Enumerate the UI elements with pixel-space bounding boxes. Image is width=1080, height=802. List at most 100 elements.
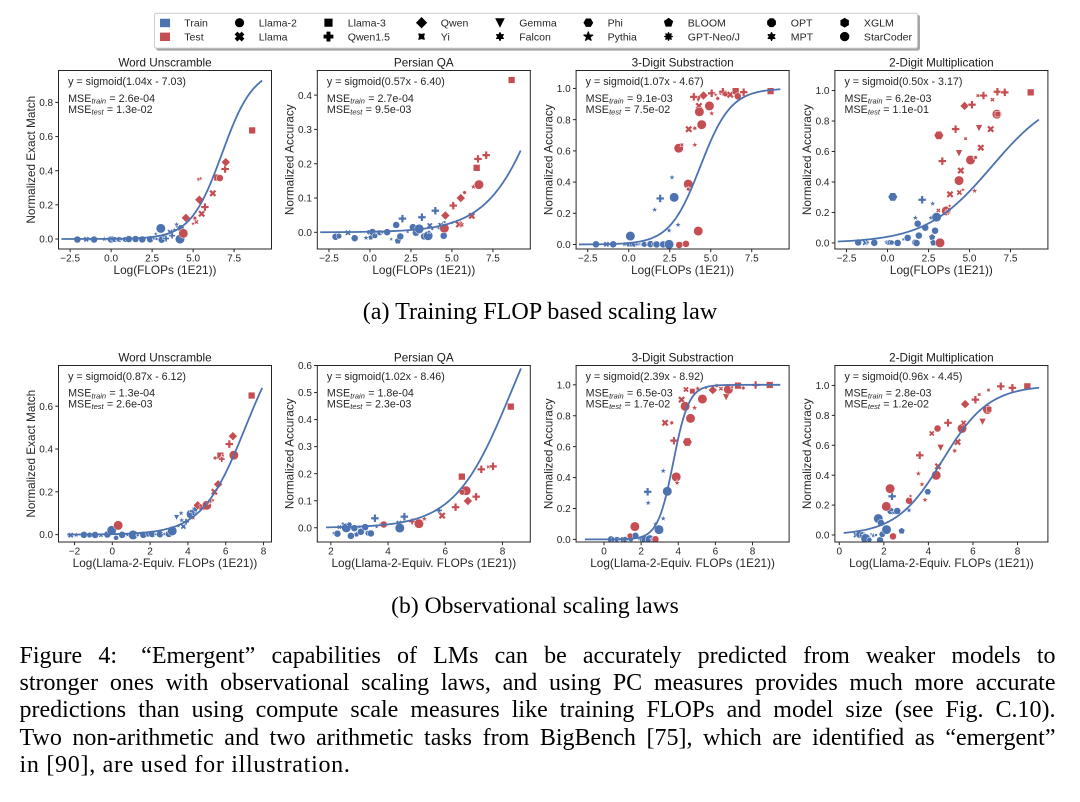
svg-text:4: 4 (675, 547, 681, 558)
svg-text:M S E: M S E = 6 . 5 e - 0 3 t r a i n (586, 384, 677, 403)
svg-text:2.5: 2.5 (922, 254, 936, 265)
svg-text:Log(FLOPs (1E21)): Log(FLOPs (1E21)) (631, 263, 734, 277)
svg-text:Normalized Exact Match: Normalized Exact Match (24, 96, 38, 224)
svg-text:8: 8 (500, 547, 506, 558)
svg-text:8: 8 (261, 547, 267, 558)
svg-text:6: 6 (442, 547, 448, 558)
svg-text:0.0: 0.0 (298, 228, 312, 239)
svg-text:1.0: 1.0 (557, 380, 571, 391)
svg-text:Falcon: Falcon (519, 31, 551, 43)
svg-text:8: 8 (750, 547, 756, 558)
svg-text:0.4: 0.4 (39, 166, 53, 177)
svg-text:5.0: 5.0 (186, 254, 200, 265)
svg-text:Train: Train (184, 18, 208, 30)
svg-text:M S E: M S E = 2 . 7 e - 0 4 t r a i n (327, 89, 418, 108)
svg-text:0.1: 0.1 (298, 194, 312, 205)
svg-text:0: 0 (110, 547, 116, 558)
svg-text:0.0: 0.0 (816, 239, 830, 250)
svg-text:Normalized Accuracy: Normalized Accuracy (541, 104, 555, 215)
svg-text:Persian QA: Persian QA (394, 57, 454, 70)
svg-text:Qwen: Qwen (441, 18, 469, 30)
svg-text:7.5: 7.5 (745, 254, 759, 265)
svg-text:Phi: Phi (608, 18, 623, 30)
svg-text:Log(Llama-2-Equiv. FLOPs (1E21: Log(Llama-2-Equiv. FLOPs (1E21)) (331, 556, 516, 570)
svg-text:−2.5: −2.5 (60, 254, 80, 265)
svg-text:0: 0 (837, 547, 843, 558)
svg-text:2: 2 (147, 547, 153, 558)
svg-text:Test: Test (184, 31, 203, 43)
svg-text:Word Unscramble: Word Unscramble (118, 352, 211, 365)
svg-text:y = sigmoid(0.50x - 3.17): y = sigmoid(0.50x - 3.17) (844, 76, 962, 88)
svg-text:−2.5: −2.5 (319, 254, 339, 265)
svg-text:M S E: M S E = 6 . 2 e - 0 3 t r a i n (844, 89, 935, 108)
svg-text:y = sigmoid(1.07x - 4.67): y = sigmoid(1.07x - 4.67) (586, 76, 704, 88)
svg-text:5.0: 5.0 (445, 254, 459, 265)
svg-text:0.0: 0.0 (881, 254, 895, 265)
svg-text:y = sigmoid(1.04x - 7.03): y = sigmoid(1.04x - 7.03) (68, 76, 186, 88)
svg-text:0.6: 0.6 (39, 402, 53, 413)
svg-text:y = sigmoid(2.39x - 8.92): y = sigmoid(2.39x - 8.92) (586, 371, 704, 383)
svg-text:OPT: OPT (791, 18, 813, 30)
svg-text:0.0: 0.0 (104, 254, 118, 265)
svg-text:StarCoder: StarCoder (864, 31, 913, 43)
svg-text:M S E: M S E = 1 . 2 e - 0 2 t e s t (844, 394, 933, 413)
svg-text:Persian QA: Persian QA (394, 352, 454, 365)
svg-text:1.0: 1.0 (816, 86, 830, 97)
svg-text:0: 0 (601, 547, 607, 558)
svg-text:0.2: 0.2 (39, 487, 53, 498)
svg-text:M S E: M S E = 2 . 6 e - 0 4 t r a i n (68, 89, 159, 108)
svg-text:M S E: M S E = 1 . 7 e - 0 2 t e s t (586, 394, 675, 413)
svg-text:2: 2 (328, 547, 334, 558)
svg-text:7.5: 7.5 (486, 254, 500, 265)
svg-text:0.6: 0.6 (39, 132, 53, 143)
svg-text:M S E: M S E = 1 . 3 e - 0 4 t r a i n (68, 384, 159, 403)
svg-text:2.5: 2.5 (663, 254, 677, 265)
svg-text:0.0: 0.0 (816, 531, 830, 542)
svg-text:5.0: 5.0 (704, 254, 718, 265)
svg-text:0.3: 0.3 (298, 442, 312, 453)
svg-text:0.8: 0.8 (816, 117, 830, 128)
svg-text:0.2: 0.2 (557, 504, 571, 515)
svg-text:0.6: 0.6 (557, 442, 571, 453)
svg-text:M S E: M S E = 2 . 6 e - 0 3 t e s t (68, 394, 157, 413)
svg-text:Log(Llama-2-Equiv. FLOPs (1E21: Log(Llama-2-Equiv. FLOPs (1E21)) (849, 556, 1034, 570)
svg-text:GPT-Neo/J: GPT-Neo/J (688, 31, 740, 43)
svg-text:0.8: 0.8 (39, 98, 53, 109)
svg-text:2: 2 (881, 547, 887, 558)
svg-text:0.0: 0.0 (39, 235, 53, 246)
svg-text:Normalized Accuracy: Normalized Accuracy (800, 398, 814, 509)
svg-text:M S E: M S E = 1 . 3 e - 0 2 t e s t (68, 100, 157, 119)
svg-text:1.0: 1.0 (816, 381, 830, 392)
svg-text:0.0: 0.0 (363, 254, 377, 265)
svg-text:3-Digit Substraction: 3-Digit Substraction (632, 352, 734, 365)
svg-text:−2: −2 (69, 547, 81, 558)
svg-text:2.5: 2.5 (145, 254, 159, 265)
svg-text:0.2: 0.2 (298, 159, 312, 170)
svg-text:0.1: 0.1 (298, 496, 312, 507)
svg-text:−2.5: −2.5 (578, 254, 598, 265)
svg-text:2-Digit Multiplication: 2-Digit Multiplication (889, 352, 994, 365)
svg-text:Log(Llama-2-Equiv. FLOPs (1E21: Log(Llama-2-Equiv. FLOPs (1E21)) (73, 556, 258, 570)
svg-text:0.8: 0.8 (816, 411, 830, 422)
svg-text:0.5: 0.5 (298, 388, 312, 399)
svg-text:Llama-2: Llama-2 (259, 18, 297, 30)
svg-text:6: 6 (713, 547, 719, 558)
svg-text:Normalized Exact Match: Normalized Exact Match (24, 390, 38, 518)
svg-text:7.5: 7.5 (227, 254, 241, 265)
svg-text:M S E: M S E = 2 . 3 e - 0 3 t e s t (327, 394, 416, 413)
svg-text:0.4: 0.4 (557, 178, 571, 189)
svg-text:8: 8 (1015, 547, 1021, 558)
svg-text:0.8: 0.8 (557, 115, 571, 126)
svg-text:y = sigmoid(0.87x - 6.12): y = sigmoid(0.87x - 6.12) (68, 371, 186, 383)
svg-text:Normalized Accuracy: Normalized Accuracy (541, 398, 555, 509)
svg-text:Normalized Accuracy: Normalized Accuracy (283, 104, 297, 215)
svg-text:4: 4 (385, 547, 391, 558)
svg-text:0.6: 0.6 (816, 147, 830, 158)
svg-text:M S E: M S E = 2 . 8 e - 0 3 t r a i n (844, 384, 935, 403)
svg-text:Llama-3: Llama-3 (348, 18, 386, 30)
svg-text:6: 6 (223, 547, 229, 558)
svg-text:0.4: 0.4 (39, 445, 53, 456)
svg-text:6: 6 (970, 547, 976, 558)
svg-text:M S E: M S E = 7 . 5 e - 0 2 t e s t (586, 100, 675, 119)
svg-text:2: 2 (638, 547, 644, 558)
